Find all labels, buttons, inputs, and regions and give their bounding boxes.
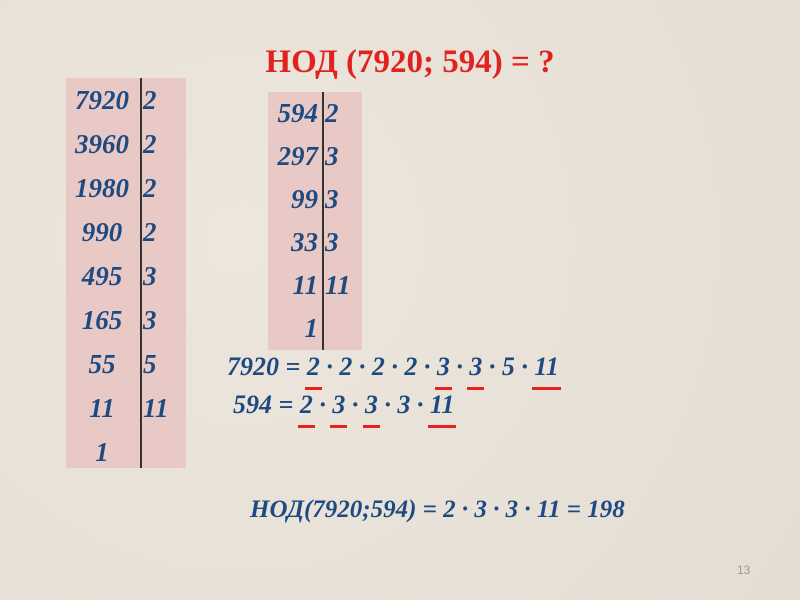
divisor: 11 (143, 393, 169, 423)
quotient: 99 (291, 184, 318, 214)
table-row: 1 (66, 432, 186, 472)
quotient: 990 (81, 217, 123, 247)
factor: 2 (371, 352, 385, 381)
table-row: 495 3 (66, 256, 186, 296)
factorization-7920: 7920 = 2 · 2 · 2 · 2 · 3 · 3 · 5 · 11 (227, 352, 561, 390)
table-row: 165 3 (66, 300, 186, 340)
factor: 5 (501, 352, 515, 381)
table-row: 11 11 (268, 265, 362, 305)
multiply-dot: · (312, 390, 333, 419)
slide-title: НОД (7920; 594) = ? (265, 44, 555, 80)
multiply-dot: · (352, 352, 372, 381)
divisor: 2 (143, 129, 157, 159)
quotient: 165 (81, 305, 123, 335)
table-row: 1 (268, 308, 362, 348)
page-number: 13 (737, 563, 751, 577)
divisor: 2 (325, 98, 339, 128)
common-factor: 11 (427, 390, 456, 428)
divisor: 3 (325, 227, 339, 257)
common-factor: 2 (304, 352, 322, 390)
multiply-dot: · (417, 352, 437, 381)
common-factor: 3 (434, 352, 452, 390)
table-row: 1980 2 (66, 168, 186, 208)
table-row: 11 11 (66, 388, 186, 428)
factor: 2 (404, 352, 418, 381)
divisor: 3 (325, 141, 339, 171)
divisor: 2 (143, 173, 157, 203)
divisor: 3 (143, 261, 157, 291)
quotient: 594 (277, 98, 319, 128)
multiply-dot: · (319, 352, 340, 381)
table-row: 99 3 (268, 179, 362, 219)
divisor: 3 (143, 305, 157, 335)
quotient: 495 (81, 261, 123, 291)
quotient: 11 (292, 270, 318, 300)
factor-table-7920: 7920 2 3960 2 1980 2 990 2 495 3 165 3 55 5 11 11 1 (66, 78, 186, 468)
quotient: 55 (88, 349, 116, 379)
quotient: 3960 (75, 129, 129, 159)
common-factor: 3 (362, 390, 380, 428)
table-divider (322, 92, 324, 350)
table-divider (140, 78, 142, 468)
gcd-result: НОД(7920;594) = 2 · 3 · 3 · 11 = 198 (250, 496, 625, 523)
factorization-594: 594 = 2 · 3 · 3 · 3 · 11 (233, 390, 456, 428)
common-factor: 2 (297, 390, 315, 428)
table-row: 594 2 (268, 93, 362, 133)
quotient: 7920 (75, 85, 129, 115)
equation-lhs: 7920 = (227, 352, 301, 381)
quotient: 297 (277, 141, 319, 171)
table-row: 3960 2 (66, 124, 186, 164)
divisor: 3 (325, 184, 339, 214)
multiply-dot: · (345, 390, 365, 419)
table-row: 990 2 (66, 212, 186, 252)
multiply-dot: · (384, 352, 405, 381)
multiply-dot: · (449, 352, 470, 381)
quotient: 1 (304, 313, 319, 343)
table-row: 33 3 (268, 222, 362, 262)
table-row: 55 5 (66, 344, 186, 384)
factor: 2 (339, 352, 353, 381)
quotient: 33 (291, 227, 318, 257)
multiply-dot: · (377, 390, 398, 419)
common-factor: 3 (330, 390, 348, 428)
common-factor: 3 (467, 352, 485, 390)
common-factor: 11 (532, 352, 561, 390)
quotient: 11 (89, 393, 115, 423)
equation-lhs: 594 = (233, 390, 294, 419)
factor-table-594: 594 2 297 3 99 3 33 3 11 11 1 (268, 92, 362, 350)
divisor: 11 (325, 270, 351, 300)
divisor: 2 (143, 85, 157, 115)
table-row: 297 3 (268, 136, 362, 176)
multiply-dot: · (514, 352, 535, 381)
factor: 3 (397, 390, 411, 419)
quotient: 1 (95, 437, 109, 467)
divisor: 5 (143, 349, 157, 379)
multiply-dot: · (410, 390, 430, 419)
divisor: 2 (143, 217, 157, 247)
multiply-dot: · (482, 352, 502, 381)
table-row: 7920 2 (66, 80, 186, 120)
quotient: 1980 (75, 173, 129, 203)
